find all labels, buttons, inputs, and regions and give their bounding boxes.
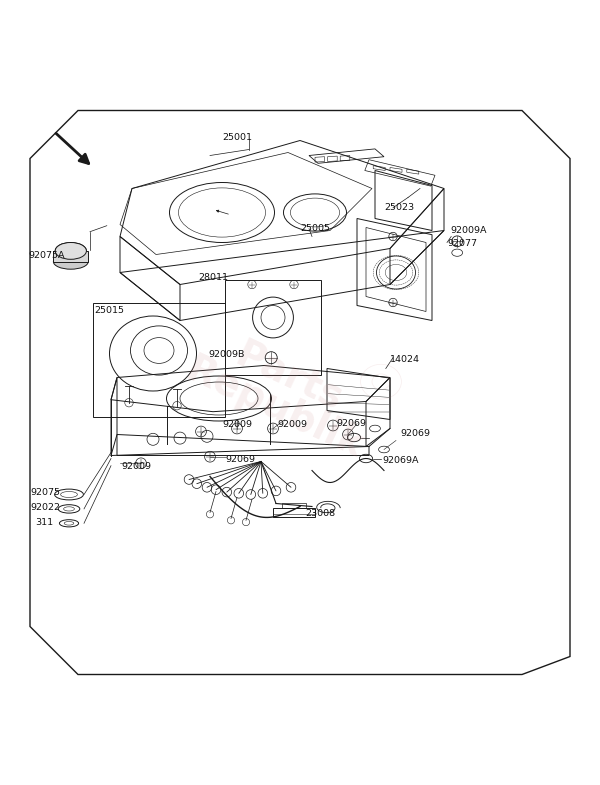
Polygon shape [53,251,88,261]
Text: 28011: 28011 [198,273,228,282]
Text: 25023: 25023 [384,203,414,212]
Text: 92069: 92069 [225,455,255,464]
Text: 14024: 14024 [390,355,420,364]
Text: 92075: 92075 [30,488,60,497]
Text: 25015: 25015 [94,306,124,316]
Ellipse shape [53,254,88,269]
Text: 23008: 23008 [305,509,335,518]
Text: 25001: 25001 [222,133,252,142]
Text: 25005: 25005 [300,225,330,233]
Text: Parts
Republik: Parts Republik [179,319,385,466]
Text: 92075A: 92075A [29,251,65,260]
Text: 92009: 92009 [121,462,151,472]
Text: 92009B: 92009B [209,350,245,360]
Text: 92069: 92069 [401,429,431,438]
Text: 92069: 92069 [336,418,366,428]
Text: 92077: 92077 [447,239,477,248]
Text: 92009A: 92009A [450,226,487,235]
Text: 92069A: 92069A [383,456,419,465]
Text: 92009: 92009 [277,421,307,429]
Ellipse shape [55,243,86,259]
Text: 311: 311 [35,518,53,528]
Text: 92022: 92022 [30,503,60,512]
Text: 92009: 92009 [222,421,252,429]
